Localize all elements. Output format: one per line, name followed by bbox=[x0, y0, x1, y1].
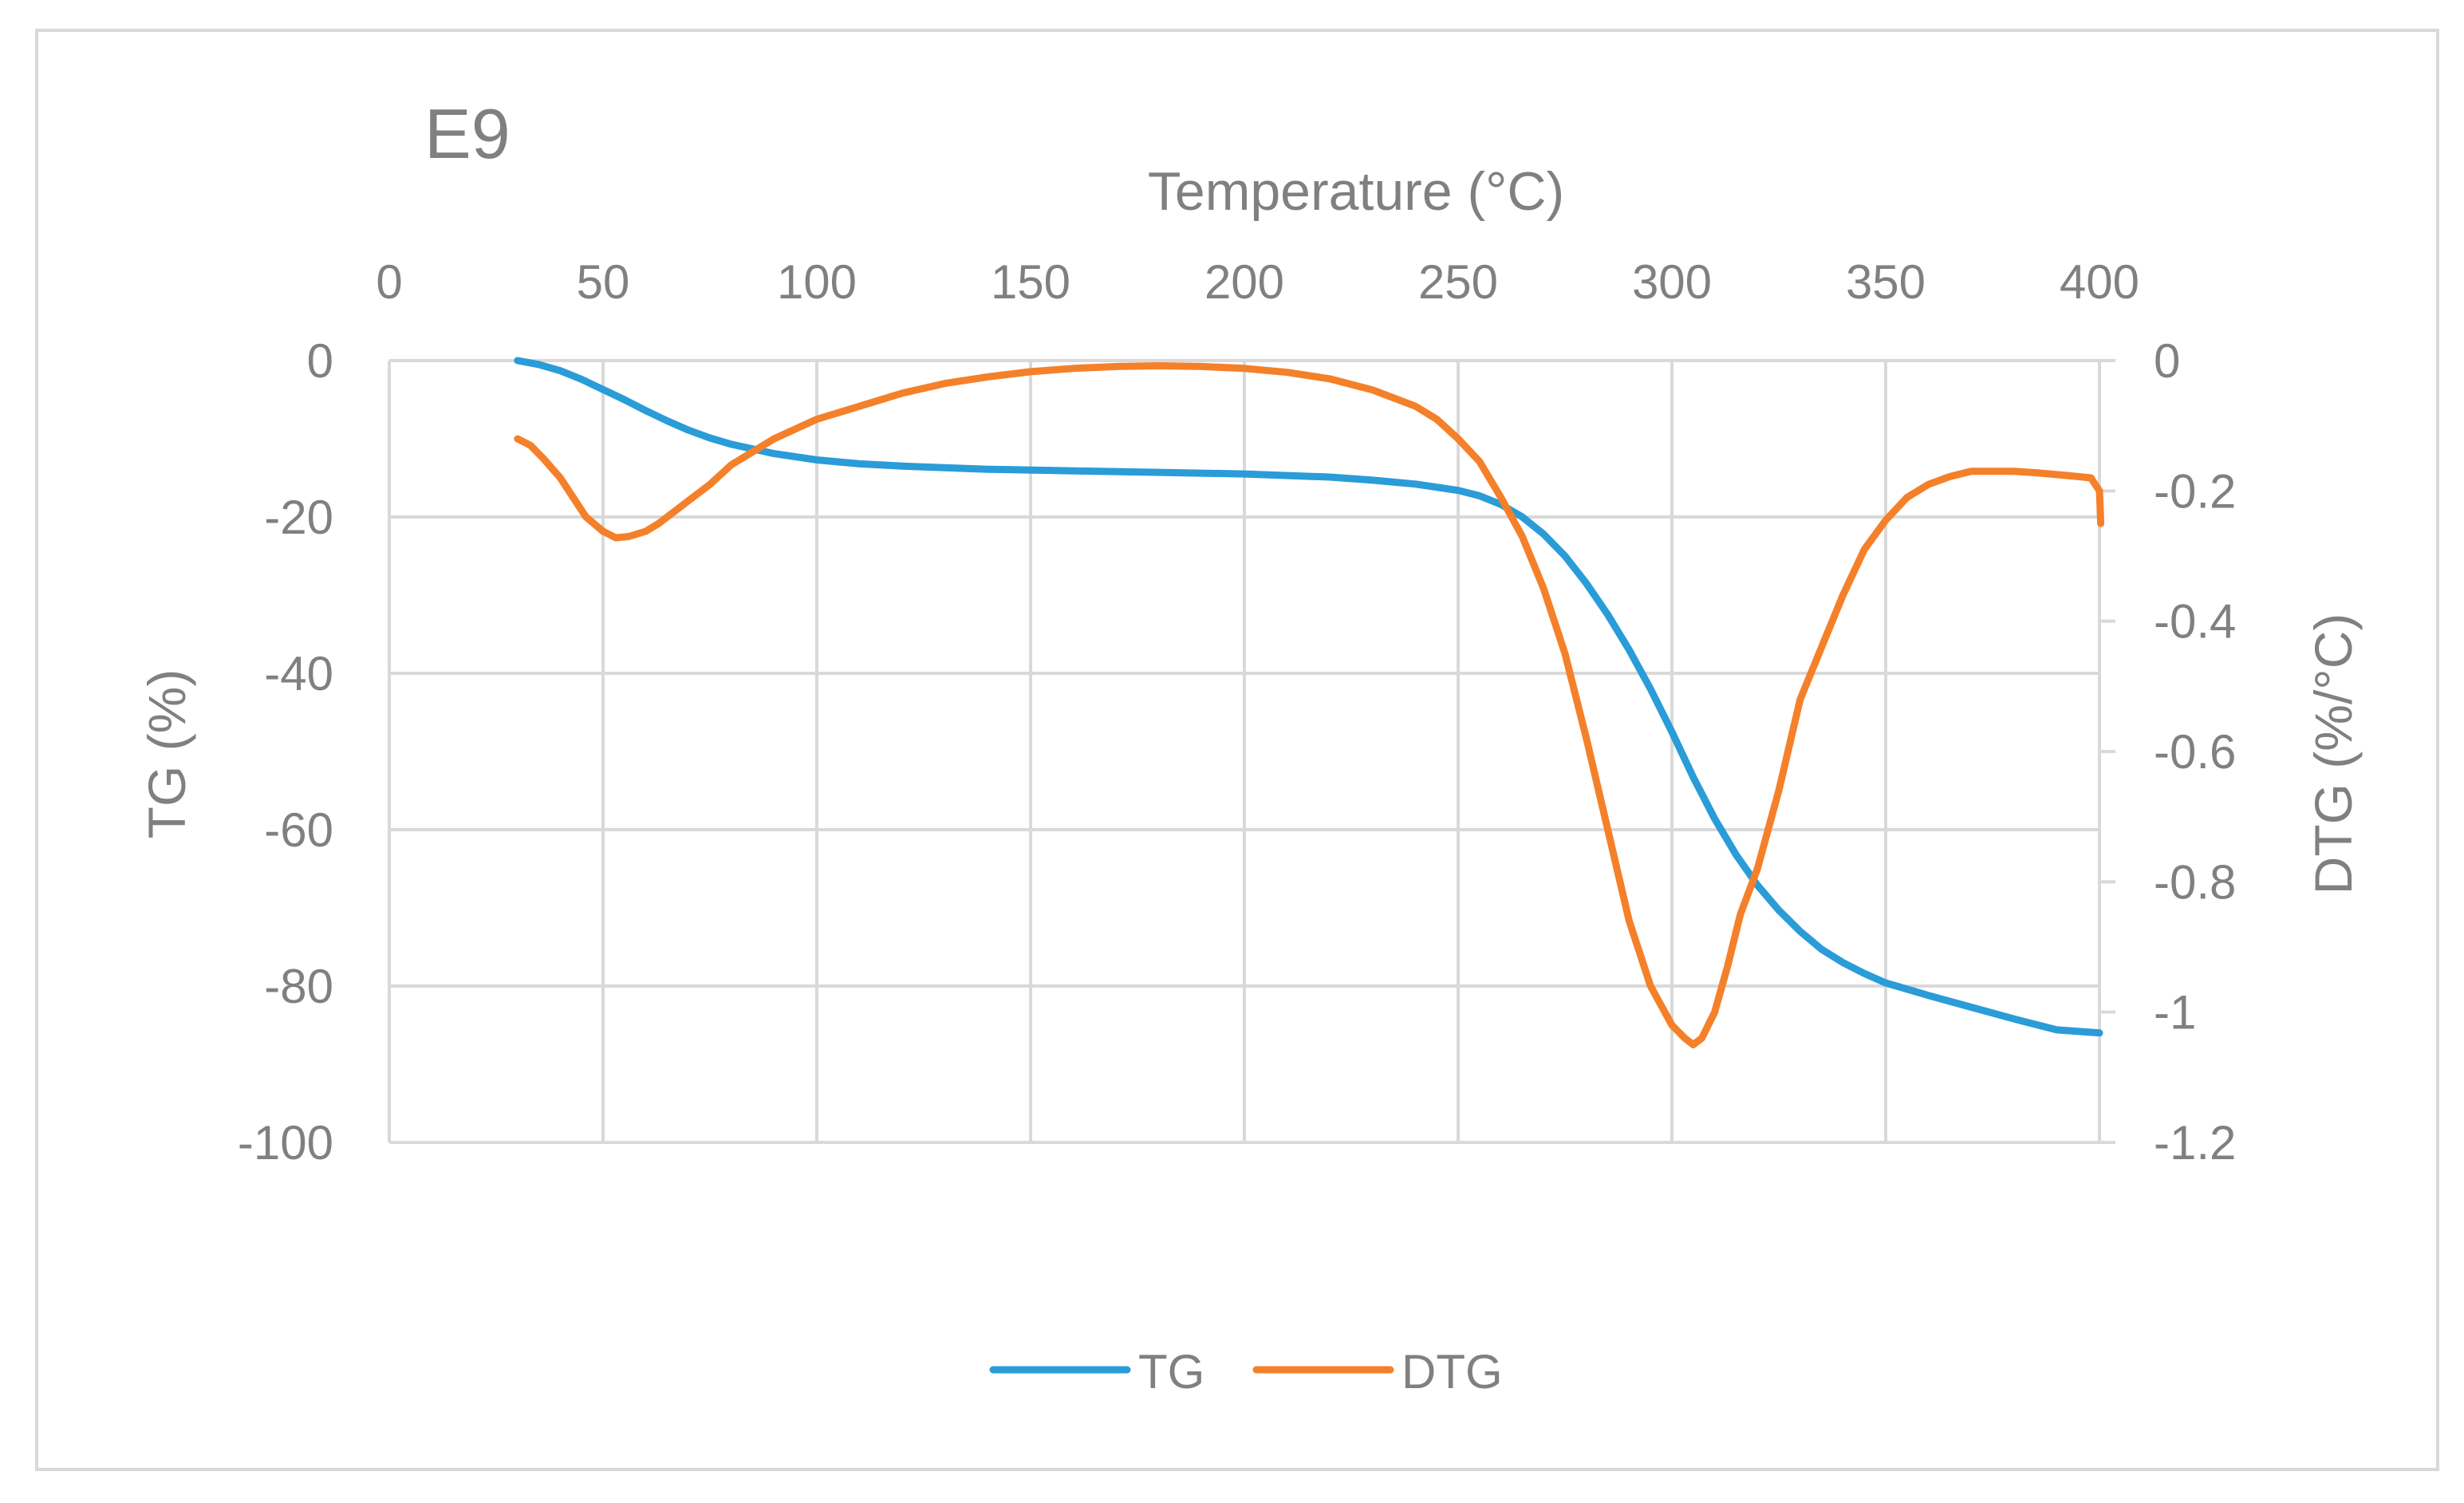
y2-tick-label: -0.6 bbox=[2154, 725, 2236, 779]
y2-tick-label: -0.2 bbox=[2154, 464, 2236, 518]
series-layer bbox=[514, 357, 2105, 1048]
series-line-dtg bbox=[514, 362, 2105, 1048]
x-tick-label: 150 bbox=[991, 255, 1070, 309]
x-axis-label: Temperature (°C) bbox=[1148, 161, 1564, 222]
x-tick-label: 350 bbox=[1846, 255, 1926, 309]
y-tick-label: 0 bbox=[307, 334, 333, 388]
x-tick-label: 100 bbox=[777, 255, 857, 309]
series-line-tg bbox=[514, 357, 2103, 1037]
y-tick-label: -100 bbox=[238, 1116, 333, 1170]
y-axis-label: TG (%) bbox=[137, 669, 196, 839]
legend: TG DTG bbox=[989, 1345, 1503, 1398]
x-tick-label: 250 bbox=[1418, 255, 1498, 309]
x-tick-label: 400 bbox=[2060, 255, 2139, 309]
y2-tick-label: -1.2 bbox=[2154, 1116, 2236, 1170]
legend-label-tg: TG bbox=[1138, 1345, 1204, 1398]
x-tick-label: 0 bbox=[376, 255, 402, 309]
label-layer: E9 Temperature (°C) TG (%) DTG (%/°C) bbox=[137, 94, 2363, 894]
x-tick-label: 200 bbox=[1204, 255, 1284, 309]
y-tick-label: -40 bbox=[264, 647, 333, 700]
y2-tick-label: -1 bbox=[2154, 986, 2196, 1039]
y-tick-label: -60 bbox=[264, 803, 333, 857]
x-tick-label: 300 bbox=[1632, 255, 1712, 309]
x-tick-label: 50 bbox=[577, 255, 630, 309]
y2-axis-label: DTG (%/°C) bbox=[2304, 613, 2363, 895]
legend-label-dtg: DTG bbox=[1402, 1345, 1503, 1398]
y2-tick-label: 0 bbox=[2154, 334, 2180, 388]
chart-title: E9 bbox=[424, 94, 511, 173]
y-tick-label: -20 bbox=[264, 491, 333, 544]
y2-tick-label: -0.4 bbox=[2154, 595, 2236, 649]
y-tick-label: -80 bbox=[264, 960, 333, 1013]
y2-tick-label: -0.8 bbox=[2154, 855, 2236, 909]
chart-border bbox=[35, 29, 2439, 1471]
